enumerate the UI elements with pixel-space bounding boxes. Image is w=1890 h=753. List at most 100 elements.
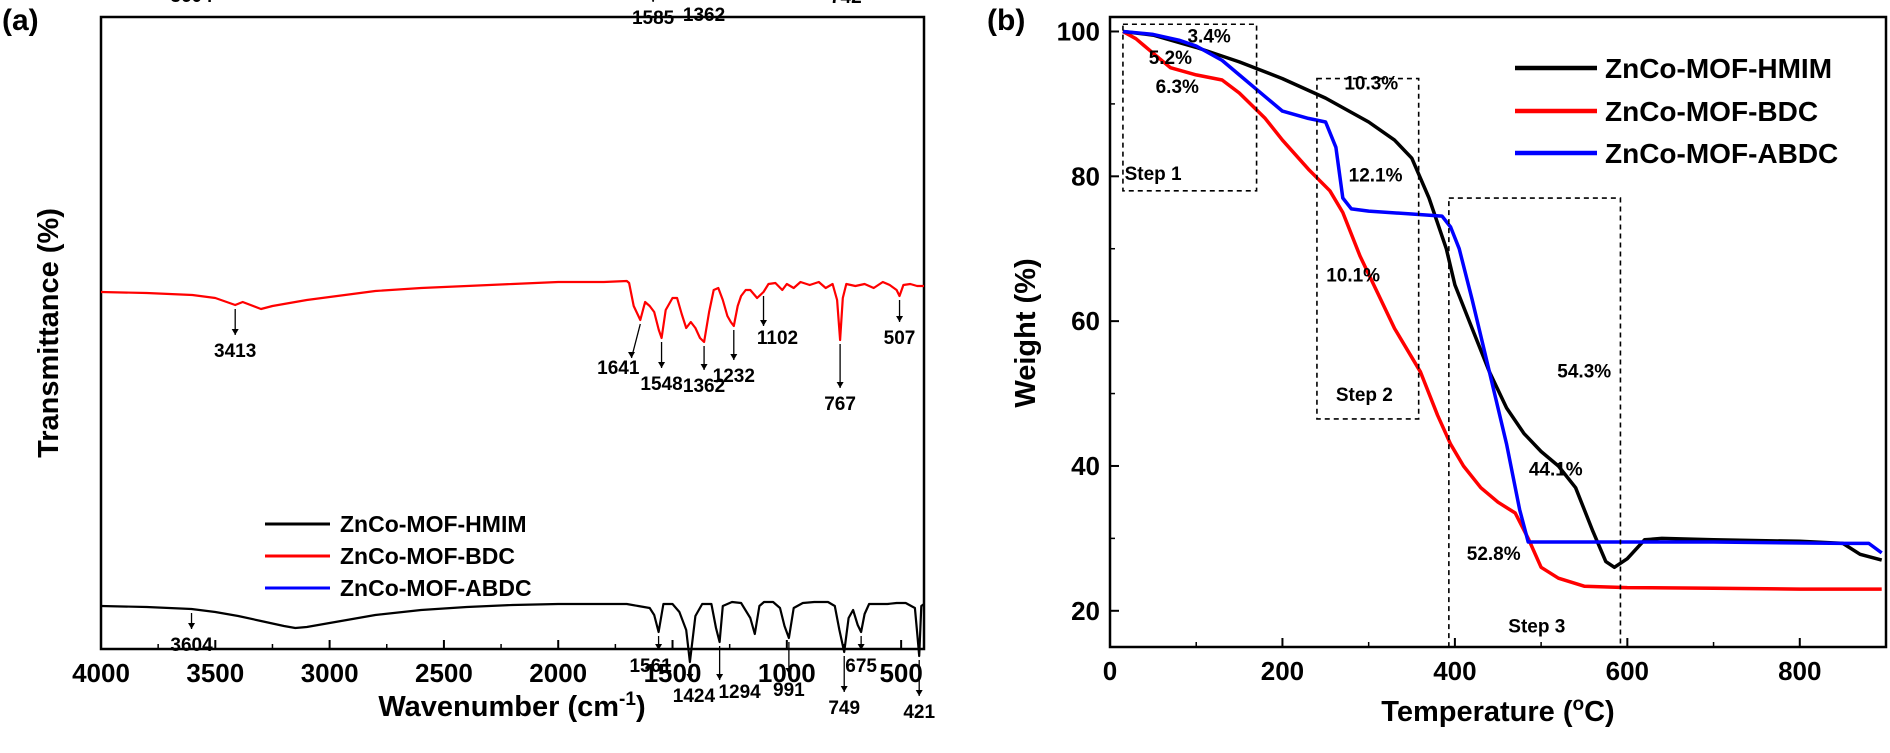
panel-a-annotation-arrowhead-15 xyxy=(188,623,196,629)
panel-b-step-box-2 xyxy=(1316,77,1420,420)
panel-b-legend-label-znco-mof-hmim: ZnCo-MOF-HMIM xyxy=(1605,53,1832,84)
panel-b-step-label-step-1: Step 1 xyxy=(1125,164,1182,185)
panel-b-mass-loss-label-10: 52.8% xyxy=(1467,544,1521,565)
panel-a-annotation-arrowhead-9 xyxy=(658,362,666,368)
panel-a-annotation-label-14: 507 xyxy=(884,328,916,349)
panel-b-x-tick-label-4: 800 xyxy=(1778,656,1821,686)
panel-a-annotation-arrowhead-18 xyxy=(716,674,724,680)
panel-b-x-tick-label-0: 0 xyxy=(1103,656,1117,686)
panel-b-series-znco-mof-bdc xyxy=(1122,29,1882,591)
panel-a-annotation-label-12: 1102 xyxy=(757,328,798,349)
panel-b-mass-loss-label-1: 5.2% xyxy=(1149,48,1192,69)
panel-a-x-tick-label-3: 2500 xyxy=(415,658,473,688)
panel-a-y-axis-title: Transmittance (%) xyxy=(33,208,65,458)
panel-a-x-tick-label-7: 500 xyxy=(879,658,922,688)
panel-a-annotation-arrowhead-8 xyxy=(627,352,635,358)
panel-b-step-box-3 xyxy=(1448,197,1622,648)
panel-a-annotation-label-11: 1232 xyxy=(713,366,755,387)
panel-a-annotation-label-15: 3604 xyxy=(170,635,213,656)
panel-a-legend-label-znco-mof-hmim: ZnCo-MOF-HMIM xyxy=(340,511,527,537)
panel-b-legend: ZnCo-MOF-HMIM ZnCo-MOF-BDC ZnCo-MOF-ABDC xyxy=(1515,53,1838,169)
panel-a-x-tick-label-6: 1000 xyxy=(758,658,816,688)
panel-a-series-znco-mof-bdc xyxy=(100,279,924,344)
panel-b-step-box-1 xyxy=(1122,23,1258,192)
panel-a-annotation-arrowhead-21 xyxy=(857,644,865,650)
panel-b-mass-loss-label-6: 10.1% xyxy=(1326,265,1380,286)
panel-b-y-axis-title: Weight (%) xyxy=(1010,258,1042,407)
panel-b-mass-loss-label-2: 6.3% xyxy=(1156,77,1199,98)
panel-b-series-lines xyxy=(1122,29,1883,591)
panel-b-legend-label-znco-mof-abdc: ZnCo-MOF-ABDC xyxy=(1605,138,1838,169)
panel-a-annotation-arrowhead-11 xyxy=(730,354,738,360)
panel-a-legend: ZnCo-MOF-HMIM ZnCo-MOF-BDC ZnCo-MOF-ABDC xyxy=(265,511,532,601)
panel-a-annotation-label-5: 742 xyxy=(830,0,862,8)
panel-b-series-znco-mof-hmim xyxy=(1122,29,1883,570)
panel-a-x-tick-label-5: 1500 xyxy=(644,658,702,688)
panel-a-annotation-arrowhead-12 xyxy=(760,320,768,326)
panel-b-xlabel-sup: o xyxy=(1573,694,1585,715)
panel-b-x-tick-label-3: 600 xyxy=(1606,656,1649,686)
panel-b: (b) 0 200 400 600 800 20 40 60 80 100 3.4%5.2% 6.3… xyxy=(987,4,1888,728)
panel-b-mass-loss-label-5: 12.1% xyxy=(1349,165,1403,186)
panel-b-ticks: 0 200 400 600 800 20 40 60 80 100 xyxy=(1057,16,1822,686)
panel-a-annotation-arrowhead-16 xyxy=(655,644,663,650)
panel-b-step-label-step-2: Step 2 xyxy=(1336,385,1393,406)
panel-a-annotation-label-19: 991 xyxy=(773,680,805,701)
panel-a-annotation-label-17: 1424 xyxy=(673,686,716,707)
panel-a-x-tick-label-0: 4000 xyxy=(72,658,130,688)
panel-a-annotation-arrowhead-14 xyxy=(896,316,904,322)
panel-a-annotation-arrowhead-7 xyxy=(231,329,239,335)
panel-a-annotation-arrowhead-13 xyxy=(836,382,844,388)
panel-a-x-tick-label-1: 3500 xyxy=(186,658,244,688)
panel-a-legend-label-znco-mof-bdc: ZnCo-MOF-BDC xyxy=(340,543,515,569)
panel-b-step-label-step-3: Step 3 xyxy=(1508,617,1565,638)
panel-a-annotation-arrowhead-17 xyxy=(686,674,694,680)
panel-b-annotations: 3.4%5.2% 6.3% Step 1 10.3% 12.1% 10.1% Step 2 5… xyxy=(1125,26,1612,637)
panel-b-mass-loss-label-4: 10.3% xyxy=(1344,73,1398,94)
panel-a-plot-frame xyxy=(99,15,926,651)
panel-a-annotation-label-16: 1561 xyxy=(629,656,672,677)
panel-a-annotation-arrowhead-20 xyxy=(840,686,848,692)
panel-a-annotation-label-20: 749 xyxy=(828,698,860,719)
panel-a-annotation-label-0: 3604 xyxy=(170,0,213,7)
panel-a-xlabel-sup: -1 xyxy=(619,689,636,710)
panel-a-xlabel-main: Wavenumber (cm xyxy=(378,691,619,723)
panel-b-tag: (b) xyxy=(987,4,1025,37)
panel-a-x-tick-label-4: 2000 xyxy=(529,658,587,688)
panel-a-annotation-label-21: 675 xyxy=(845,656,877,677)
panel-a: (a) 4000 3500 3000 2500 2000 1500 1000 500 3604… xyxy=(2,0,935,723)
panel-b-x-axis-title: Temperature (oC) xyxy=(1381,694,1614,728)
panel-a-legend-label-znco-mof-abdc: ZnCo-MOF-ABDC xyxy=(340,575,532,601)
panel-a-annotation-arrowhead-10 xyxy=(700,364,708,370)
panel-b-mass-loss-label-8: 54.3% xyxy=(1557,362,1611,383)
panel-a-annotation-label-10: 1362 xyxy=(683,376,725,397)
panel-b-mass-loss-label-0: 3.4% xyxy=(1187,26,1230,47)
panel-b-step-boxes xyxy=(1122,23,1622,648)
panel-b-x-tick-label-2: 400 xyxy=(1433,656,1476,686)
panel-a-annotation-arrowhead-22 xyxy=(915,690,923,696)
panel-a-annotation-label-8: 1641 xyxy=(597,358,640,379)
panel-a-series-lines xyxy=(100,279,925,664)
panel-b-y-tick-label-0: 20 xyxy=(1071,596,1100,626)
panel-a-annotation-label-2: 1585 xyxy=(632,8,675,29)
panel-a-annotation-label-9: 1548 xyxy=(640,374,682,395)
panel-b-y-tick-label-1: 40 xyxy=(1071,451,1100,481)
panel-a-annotation-arrowhead-2 xyxy=(651,0,655,2)
panel-b-xlabel-close: C) xyxy=(1584,696,1615,728)
panel-a-tag: (a) xyxy=(2,4,39,37)
panel-b-mass-loss-label-9: 44.1% xyxy=(1529,459,1583,480)
panel-b-series-znco-mof-abdc xyxy=(1122,29,1883,555)
panel-a-x-axis-title: Wavenumber (cm-1) xyxy=(378,689,645,723)
panel-b-x-tick-label-1: 200 xyxy=(1261,656,1304,686)
panel-b-y-tick-label-3: 80 xyxy=(1071,161,1100,191)
panel-a-peak-annotations: 3604164715851362108974251934131641154813… xyxy=(170,0,935,723)
panel-a-xlabel-close: ) xyxy=(636,691,646,723)
panel-a-annotation-arrowhead-19 xyxy=(785,668,793,674)
panel-a-annotation-label-13: 767 xyxy=(824,394,856,415)
panel-b-xlabel-main: Temperature ( xyxy=(1381,696,1573,728)
panel-a-annotation-label-3: 1362 xyxy=(683,5,725,26)
panel-a-x-ticks: 4000 3500 3000 2500 2000 1500 1000 500 xyxy=(72,640,923,688)
panel-a-annotation-label-18: 1294 xyxy=(718,682,761,703)
panel-a-annotation-label-22: 421 xyxy=(903,702,935,723)
